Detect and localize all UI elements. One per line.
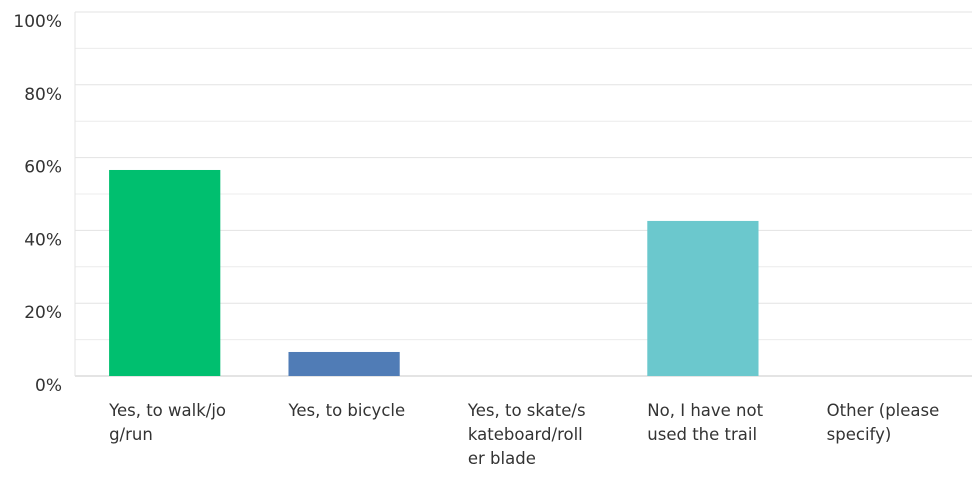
bar bbox=[647, 220, 759, 376]
y-tick-label: 60% bbox=[24, 158, 62, 178]
bar bbox=[288, 351, 400, 376]
x-tick-label: No, I have not used the trail bbox=[647, 401, 764, 444]
x-tick-label: Yes, to walk/jog/run bbox=[109, 401, 226, 444]
y-tick-label: 20% bbox=[24, 303, 62, 323]
x-tick-label: Yes, to bicycle bbox=[288, 401, 406, 420]
y-tick-label: 40% bbox=[24, 230, 62, 250]
x-tick-label: Yes, to skate/skateboard/roller blade bbox=[467, 401, 586, 468]
y-tick-label: 100% bbox=[13, 12, 62, 32]
bar bbox=[109, 169, 221, 376]
y-tick-label: 0% bbox=[35, 376, 62, 396]
y-tick-label: 80% bbox=[24, 85, 62, 105]
x-tick-label: Other (please specify) bbox=[826, 401, 940, 444]
